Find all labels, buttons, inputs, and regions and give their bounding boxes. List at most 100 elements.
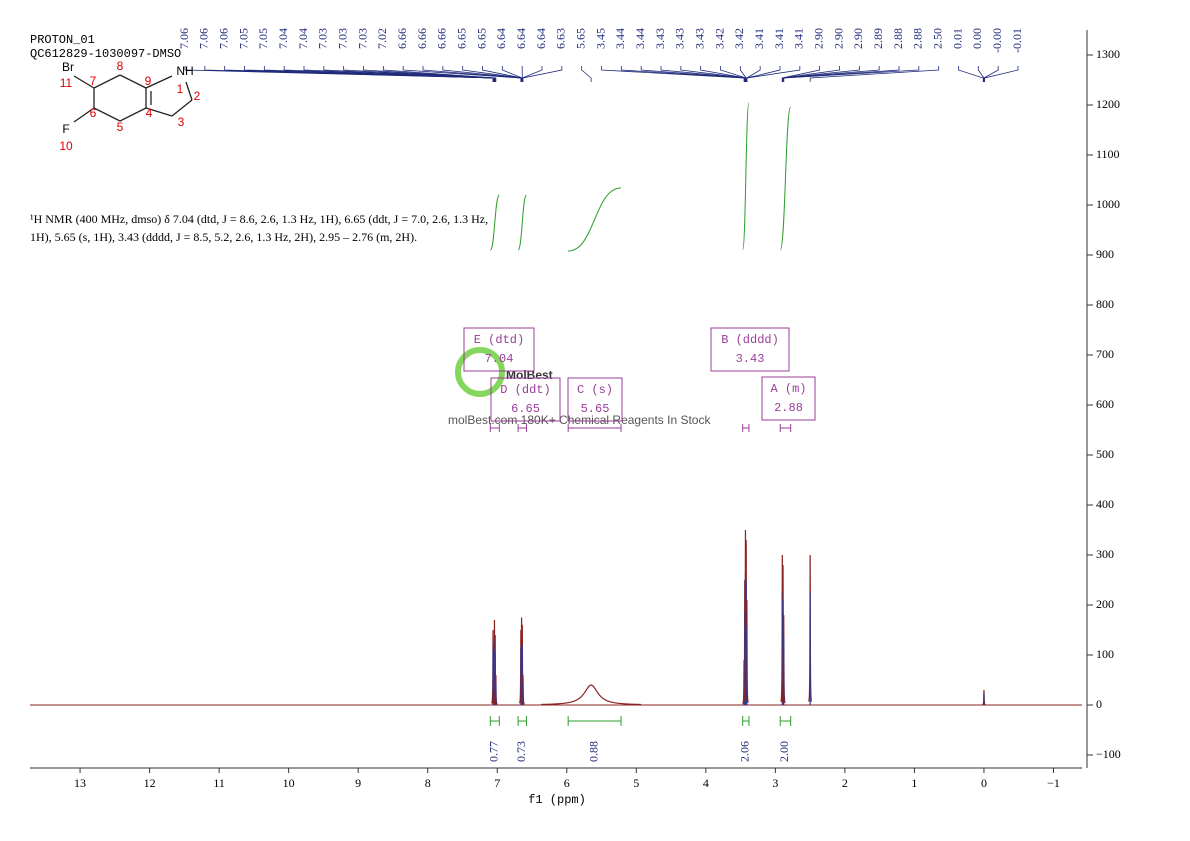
y-tick-label: 800 xyxy=(1096,297,1114,311)
atom-number: 7 xyxy=(90,74,97,88)
integral-label: 0.88 xyxy=(586,741,600,762)
peak-pick-label: 3.42 xyxy=(732,28,746,49)
peak-pick-label: 7.05 xyxy=(236,28,250,49)
peak-pick-line xyxy=(983,66,999,82)
integral-bar xyxy=(517,716,527,726)
peak-pick-line xyxy=(522,66,563,82)
x-tick-label: 8 xyxy=(425,776,431,790)
x-tick-label: −1 xyxy=(1047,776,1060,790)
y-tick-label: 700 xyxy=(1096,347,1114,361)
atom-number: 11 xyxy=(60,76,73,90)
atom-label: Br xyxy=(62,60,74,74)
y-tick-label: 1100 xyxy=(1096,147,1120,161)
y-tick-label: 900 xyxy=(1096,247,1114,261)
peak-pick-line xyxy=(640,66,746,82)
integral-curve xyxy=(568,187,622,252)
peak-pick-label: 3.41 xyxy=(752,28,766,49)
peak-pick-label: 0.00 xyxy=(970,28,984,49)
peak-pick-label: 7.04 xyxy=(276,28,290,49)
y-tick-label: 1000 xyxy=(1096,197,1120,211)
peak-pick-label: 3.43 xyxy=(673,28,687,49)
integral-curve xyxy=(779,106,792,251)
chart-subtitle: QC612829-1030097-DMSO xyxy=(30,47,181,61)
peak-pick-line xyxy=(746,66,761,82)
x-tick-label: 1 xyxy=(911,776,917,790)
peak xyxy=(982,689,986,706)
multiplet-name: C (s) xyxy=(577,383,613,397)
bond xyxy=(171,99,193,117)
peak-pick-label: 6.63 xyxy=(554,28,568,49)
peak-pick-label: 6.66 xyxy=(415,28,429,49)
integral-label: 2.06 xyxy=(738,741,752,762)
peak-pick-line xyxy=(363,66,496,82)
multiplet-name: D (ddt) xyxy=(500,383,550,397)
range-marker xyxy=(742,424,750,432)
peak-pick-line xyxy=(482,66,522,82)
y-tick-label: −100 xyxy=(1096,747,1121,761)
integral-label: 0.73 xyxy=(514,741,528,762)
watermark: MolBest xyxy=(506,368,553,382)
y-tick-label: 500 xyxy=(1096,447,1114,461)
multiplet-box xyxy=(567,377,623,422)
peak-pick-line xyxy=(601,66,745,82)
peak-pick-label: 2.89 xyxy=(871,28,885,49)
peak xyxy=(521,674,525,705)
atom-number: 1 xyxy=(177,82,184,96)
peak-pick-line xyxy=(958,66,984,82)
peak-pick-line xyxy=(739,66,747,82)
peak-pick-label: 6.66 xyxy=(435,28,449,49)
multiplet-shift: 5.65 xyxy=(581,402,610,416)
x-tick-label: 6 xyxy=(564,776,570,790)
molecule xyxy=(73,74,193,123)
peak-pick-line xyxy=(382,66,497,82)
y-tick-label: 0 xyxy=(1096,697,1102,711)
peak-pick-label: 7.03 xyxy=(335,28,349,49)
peak xyxy=(808,554,813,702)
peak-pick-label: 6.64 xyxy=(514,28,528,49)
peak-pick-line xyxy=(501,66,523,82)
integral-curve xyxy=(517,194,527,251)
y-tick-label: 200 xyxy=(1096,597,1114,611)
peak-pick-label: 2.90 xyxy=(851,28,865,49)
peak-pick-line xyxy=(746,66,801,82)
annotation: ¹H NMR (400 MHz, dmso) δ 7.04 (dtd, J = … xyxy=(30,212,488,226)
peak-pick-label: 2.50 xyxy=(930,28,944,49)
peak-pick-line xyxy=(782,66,880,82)
peak-pick-label: 7.03 xyxy=(316,28,330,49)
bond xyxy=(93,74,121,89)
x-tick-label: 9 xyxy=(355,776,361,790)
bond xyxy=(185,81,193,101)
peak-pick-line xyxy=(521,66,543,82)
atom-number: 10 xyxy=(59,139,73,153)
x-tick-label: 2 xyxy=(842,776,848,790)
multiplet-shift: 3.43 xyxy=(736,352,765,366)
peak-pick-label: 6.64 xyxy=(534,28,548,49)
watermark-sub: molBest.com 180K+ Chemical Reagents In S… xyxy=(448,413,711,427)
peak-pick-label: 7.06 xyxy=(177,28,191,49)
peak-pick-line xyxy=(781,66,821,82)
integral-bar xyxy=(489,716,500,726)
atom-number: 8 xyxy=(117,59,124,73)
bond xyxy=(73,75,95,89)
peak-pick-line xyxy=(984,66,1019,82)
integral-curve xyxy=(742,102,750,251)
bond xyxy=(73,107,95,123)
peak-pick-label: -0.00 xyxy=(990,28,1004,53)
peak-pick-label: 7.02 xyxy=(375,28,389,49)
peak xyxy=(744,599,749,703)
multiplet-box xyxy=(463,327,535,372)
peak-pick-label: 6.65 xyxy=(474,28,488,49)
peak-pick-label: 3.41 xyxy=(792,28,806,49)
peak-pick-label: 7.06 xyxy=(197,28,211,49)
peak-pick-label: 3.44 xyxy=(613,28,627,49)
integral-bar xyxy=(779,716,792,726)
peak-pick-label: 3.45 xyxy=(593,28,607,49)
x-tick-label: 12 xyxy=(144,776,156,790)
peak xyxy=(781,614,786,704)
integral-curve xyxy=(489,194,500,251)
peak-pick-line xyxy=(303,66,495,82)
multiplet-shift: 6.65 xyxy=(511,402,540,416)
bond xyxy=(93,107,121,122)
